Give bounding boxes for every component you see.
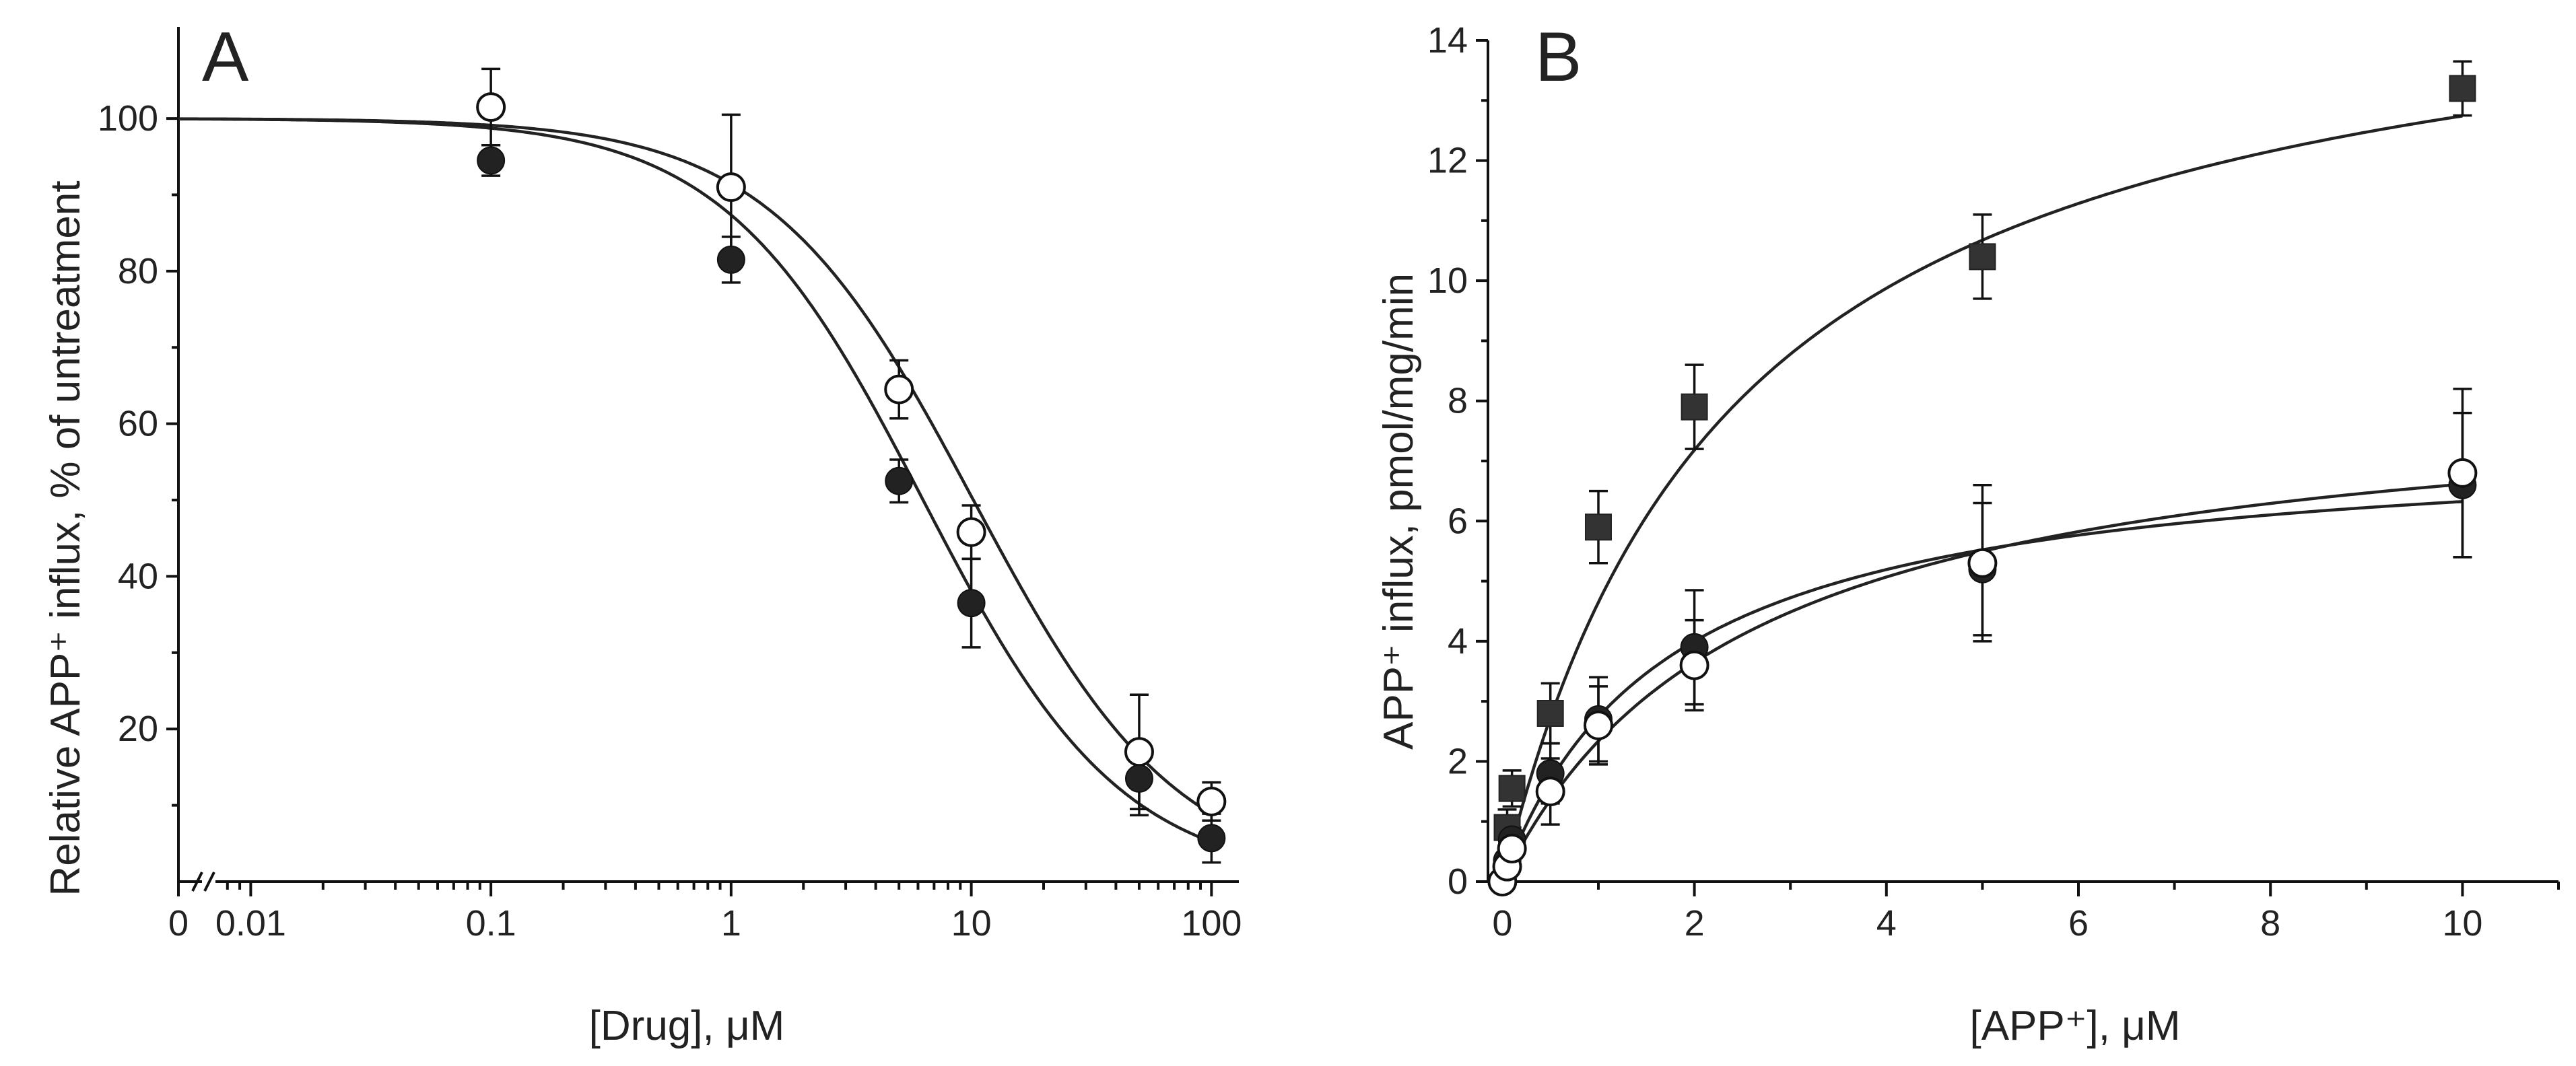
panel-b-data-point: [1681, 393, 1708, 421]
panel-a-data-point: [956, 517, 986, 547]
panel-a-data-point: [1124, 737, 1154, 767]
panel-a-x-tick-label: 0.1: [466, 903, 516, 944]
panel-a-data-point: [477, 146, 506, 175]
panel-a-fit-curve-1: [178, 117, 1211, 814]
panel-b-data-point: [1969, 243, 1996, 271]
panel-b: B APP⁺ influx, pmol/mg/min [APP⁺], μM 0 2…: [1376, 18, 2560, 1049]
panel-b-y-tick-label: 2: [1448, 741, 1468, 781]
panel-a-data-point: [1124, 764, 1153, 793]
panel-a-y-tick-label: 80: [118, 251, 158, 291]
panel-a-data-point: [716, 245, 745, 274]
panel-a-data-point: [957, 589, 986, 618]
panel-b-x-axis-title: [APP⁺], μM: [1969, 1003, 2180, 1049]
panel-a-data-point: [885, 466, 914, 495]
panel-a-letter: A: [202, 18, 249, 96]
panel-b-x-tick-label: 8: [2260, 903, 2280, 944]
panel-a-data-point: [476, 92, 506, 122]
panel-a-x-tick-label: 100: [1181, 903, 1242, 944]
panel-b-data-point: [1536, 700, 1564, 727]
panel-b-y-tick-label: 0: [1448, 861, 1468, 902]
panel-a-y-axis-title: Relative APP⁺ influx, % of untreatment: [42, 180, 89, 896]
panel-a-data-point: [884, 374, 914, 404]
panel-a-y-tick-label: 100: [98, 98, 158, 139]
panel-a-x-tick-label: 0.01: [215, 903, 286, 944]
panel-a-x-axis-title: [Drug], μM: [589, 1003, 785, 1049]
panel-b-data-point: [2449, 75, 2476, 102]
panel-b-data-point: [1497, 833, 1527, 863]
panel-a-data-point: [1197, 824, 1226, 853]
panel-a-data-point: [1196, 786, 1227, 816]
panel-b-x-tick-label: 4: [1876, 903, 1897, 944]
panel-b-data-point: [1535, 777, 1565, 807]
panel-b-data-point: [1679, 650, 1709, 680]
panel-a-x-tick-label: 0: [168, 903, 189, 944]
panel-a-y-tick-label: 60: [118, 404, 158, 444]
panel-b-y-tick-label: 12: [1427, 141, 1468, 181]
panel-a-axis-break-mark-1: [191, 872, 203, 892]
panel-b-x-tick-label: 0: [1492, 903, 1512, 944]
panel-a-x-tick-label: 10: [951, 903, 992, 944]
panel-b-x-tick-label: 2: [1685, 903, 1705, 944]
panel-b-x-tick-label: 10: [2442, 903, 2482, 944]
panel-a-y-tick-label: 40: [118, 556, 158, 596]
panel-b-y-tick-label: 10: [1427, 260, 1468, 301]
panel-a-fit-curve-2: [178, 117, 1211, 843]
panel-a-y-tick-label: 20: [118, 709, 158, 749]
panel-a: A Relative APP⁺ influx, % of untreatment…: [42, 18, 1242, 1049]
panel-b-data-point: [2447, 458, 2478, 488]
panel-b-y-tick-label: 8: [1448, 381, 1468, 421]
panel-a-x-tick-label: 1: [721, 903, 741, 944]
panel-b-letter: B: [1535, 18, 1582, 96]
panel-a-data-point: [716, 172, 746, 203]
panel-b-data-point: [1498, 775, 1526, 802]
panel-b-y-tick-label: 4: [1448, 621, 1468, 662]
panel-b-y-tick-label: 6: [1448, 501, 1468, 541]
panel-b-y-axis-title: APP⁺ influx, pmol/mg/min: [1376, 273, 1422, 750]
panel-b-data-point: [1584, 513, 1612, 541]
panel-a-axis-break-mark-2: [203, 872, 215, 892]
panel-b-x-tick-label: 6: [2068, 903, 2089, 944]
panel-b-y-tick-label: 14: [1427, 20, 1468, 61]
panel-b-data-point: [1967, 548, 1998, 578]
panel-b-data-point: [1583, 710, 1613, 740]
